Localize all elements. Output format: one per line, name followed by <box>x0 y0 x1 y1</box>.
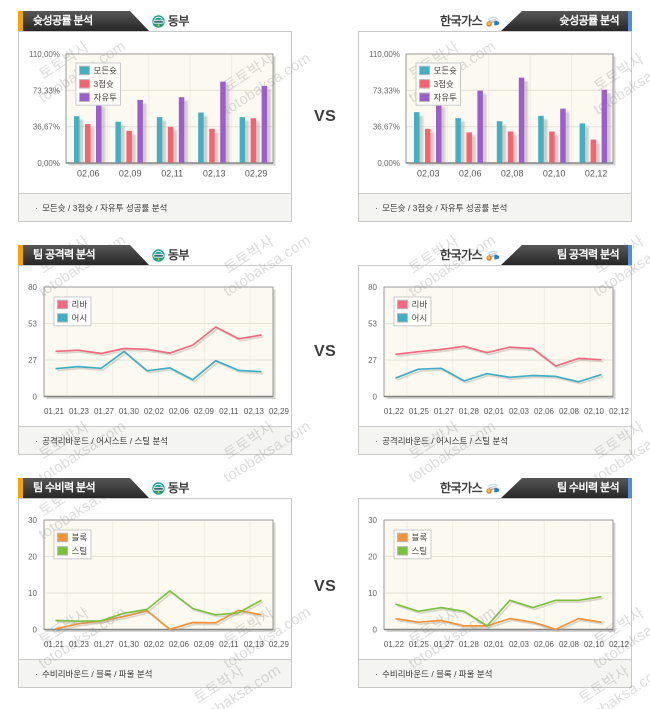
svg-text:02,11: 02,11 <box>219 640 239 649</box>
svg-text:리바: 리바 <box>412 300 428 310</box>
svg-text:02,11: 02,11 <box>161 169 183 179</box>
svg-text:자유투: 자유투 <box>94 93 118 103</box>
svg-text:02,12: 02,12 <box>609 640 630 649</box>
svg-text:02,13: 02,13 <box>244 640 265 649</box>
svg-text:02,29: 02,29 <box>269 640 290 649</box>
svg-text:01,21: 01,21 <box>44 640 65 649</box>
svg-text:블록: 블록 <box>412 533 428 543</box>
svg-text:02,10: 02,10 <box>584 407 605 416</box>
svg-text:02,10: 02,10 <box>543 169 566 179</box>
svg-text:10: 10 <box>28 589 37 598</box>
svg-text:리바: 리바 <box>72 300 88 310</box>
svg-text:80: 80 <box>368 283 377 292</box>
svg-text:01,27: 01,27 <box>434 407 455 416</box>
svg-text:02,06: 02,06 <box>169 640 190 649</box>
svg-text:27: 27 <box>368 356 377 365</box>
svg-text:01,30: 01,30 <box>119 407 140 416</box>
svg-text:02,12: 02,12 <box>585 169 608 179</box>
svg-text:02,06: 02,06 <box>534 640 555 649</box>
svg-text:01,21: 01,21 <box>44 407 65 416</box>
svg-text:110,00%: 110,00% <box>369 50 400 59</box>
svg-text:01,22: 01,22 <box>384 407 405 416</box>
svg-text:스틸: 스틸 <box>72 546 88 556</box>
svg-text:01,27: 01,27 <box>94 407 115 416</box>
svg-text:01,25: 01,25 <box>409 640 430 649</box>
svg-text:02,08: 02,08 <box>501 169 524 179</box>
svg-text:02,06: 02,06 <box>169 407 190 416</box>
svg-text:110,00%: 110,00% <box>29 50 60 59</box>
svg-text:0,00%: 0,00% <box>377 159 400 168</box>
svg-text:02,09: 02,09 <box>119 169 142 179</box>
svg-text:53: 53 <box>368 320 377 329</box>
svg-text:27: 27 <box>28 356 37 365</box>
svg-text:30: 30 <box>28 516 37 525</box>
svg-text:20: 20 <box>28 553 37 562</box>
svg-text:02,29: 02,29 <box>245 169 268 179</box>
svg-text:02,02: 02,02 <box>144 407 165 416</box>
svg-text:73,33%: 73,33% <box>33 86 60 95</box>
svg-text:02,11: 02,11 <box>219 407 239 416</box>
svg-text:02,03: 02,03 <box>509 407 530 416</box>
svg-text:10: 10 <box>368 589 377 598</box>
svg-text:36,67%: 36,67% <box>33 123 60 132</box>
svg-text:02,01: 02,01 <box>484 407 505 416</box>
svg-text:0,00%: 0,00% <box>37 159 60 168</box>
svg-text:스틸: 스틸 <box>412 546 428 556</box>
svg-text:02,06: 02,06 <box>459 169 482 179</box>
svg-text:블록: 블록 <box>72 533 88 543</box>
svg-text:0: 0 <box>33 626 38 635</box>
svg-text:02,06: 02,06 <box>77 169 100 179</box>
svg-text:02,08: 02,08 <box>559 407 580 416</box>
svg-text:어시: 어시 <box>72 313 88 323</box>
svg-text:0: 0 <box>373 393 378 402</box>
svg-text:02,12: 02,12 <box>609 407 630 416</box>
svg-text:02,13: 02,13 <box>244 407 265 416</box>
svg-text:01,27: 01,27 <box>434 640 455 649</box>
svg-text:어시: 어시 <box>412 313 428 323</box>
svg-text:01,27: 01,27 <box>94 640 115 649</box>
svg-text:02,10: 02,10 <box>584 640 605 649</box>
svg-text:모든슛: 모든슛 <box>434 66 458 76</box>
svg-text:02,01: 02,01 <box>484 640 505 649</box>
svg-text:02,08: 02,08 <box>559 640 580 649</box>
svg-text:01,22: 01,22 <box>384 640 405 649</box>
svg-text:0: 0 <box>373 626 378 635</box>
svg-text:01,28: 01,28 <box>459 407 480 416</box>
svg-text:02,03: 02,03 <box>417 169 440 179</box>
svg-text:0: 0 <box>33 393 38 402</box>
svg-text:01,23: 01,23 <box>69 407 90 416</box>
svg-text:36,67%: 36,67% <box>373 123 400 132</box>
svg-text:3점슛: 3점슛 <box>434 79 455 89</box>
svg-text:02,03: 02,03 <box>509 640 530 649</box>
svg-text:모든슛: 모든슛 <box>94 66 118 76</box>
svg-text:02,06: 02,06 <box>534 407 555 416</box>
svg-text:20: 20 <box>368 553 377 562</box>
svg-text:02,29: 02,29 <box>269 407 290 416</box>
svg-text:53: 53 <box>28 320 37 329</box>
svg-text:01,23: 01,23 <box>69 640 90 649</box>
svg-text:01,25: 01,25 <box>409 407 430 416</box>
svg-text:01,30: 01,30 <box>119 640 140 649</box>
svg-text:02,13: 02,13 <box>203 169 226 179</box>
svg-text:73,33%: 73,33% <box>373 86 400 95</box>
svg-text:자유투: 자유투 <box>434 93 458 103</box>
svg-text:02,09: 02,09 <box>194 640 215 649</box>
svg-text:30: 30 <box>368 516 377 525</box>
svg-text:3점슛: 3점슛 <box>94 79 115 89</box>
svg-text:02,02: 02,02 <box>144 640 165 649</box>
svg-text:01,28: 01,28 <box>459 640 480 649</box>
svg-text:02,09: 02,09 <box>194 407 215 416</box>
svg-text:80: 80 <box>28 283 37 292</box>
